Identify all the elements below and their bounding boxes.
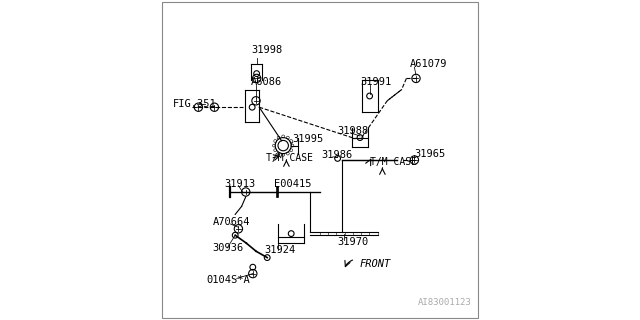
Text: A61079: A61079 bbox=[410, 59, 447, 69]
Text: FRONT: FRONT bbox=[360, 259, 391, 269]
Text: A70664: A70664 bbox=[212, 217, 250, 228]
Text: 31998: 31998 bbox=[251, 44, 282, 55]
Text: 31986: 31986 bbox=[322, 150, 353, 160]
Text: T/M CASE: T/M CASE bbox=[266, 153, 312, 164]
Text: 31924: 31924 bbox=[264, 244, 295, 255]
Text: 0104S*A: 0104S*A bbox=[206, 275, 250, 285]
Text: 31988: 31988 bbox=[338, 126, 369, 136]
Text: 31970: 31970 bbox=[338, 236, 369, 247]
Text: 31965: 31965 bbox=[415, 148, 445, 159]
Text: AI83001123: AI83001123 bbox=[419, 298, 472, 307]
Text: E00415: E00415 bbox=[274, 179, 311, 189]
Text: 31913: 31913 bbox=[224, 179, 255, 189]
Text: T/M CASE: T/M CASE bbox=[370, 156, 417, 167]
Text: A6086: A6086 bbox=[251, 76, 282, 87]
Text: 31995: 31995 bbox=[292, 134, 324, 144]
Text: 30936: 30936 bbox=[212, 243, 244, 253]
Text: FIG.351: FIG.351 bbox=[173, 99, 216, 109]
Text: 31991: 31991 bbox=[360, 76, 391, 87]
